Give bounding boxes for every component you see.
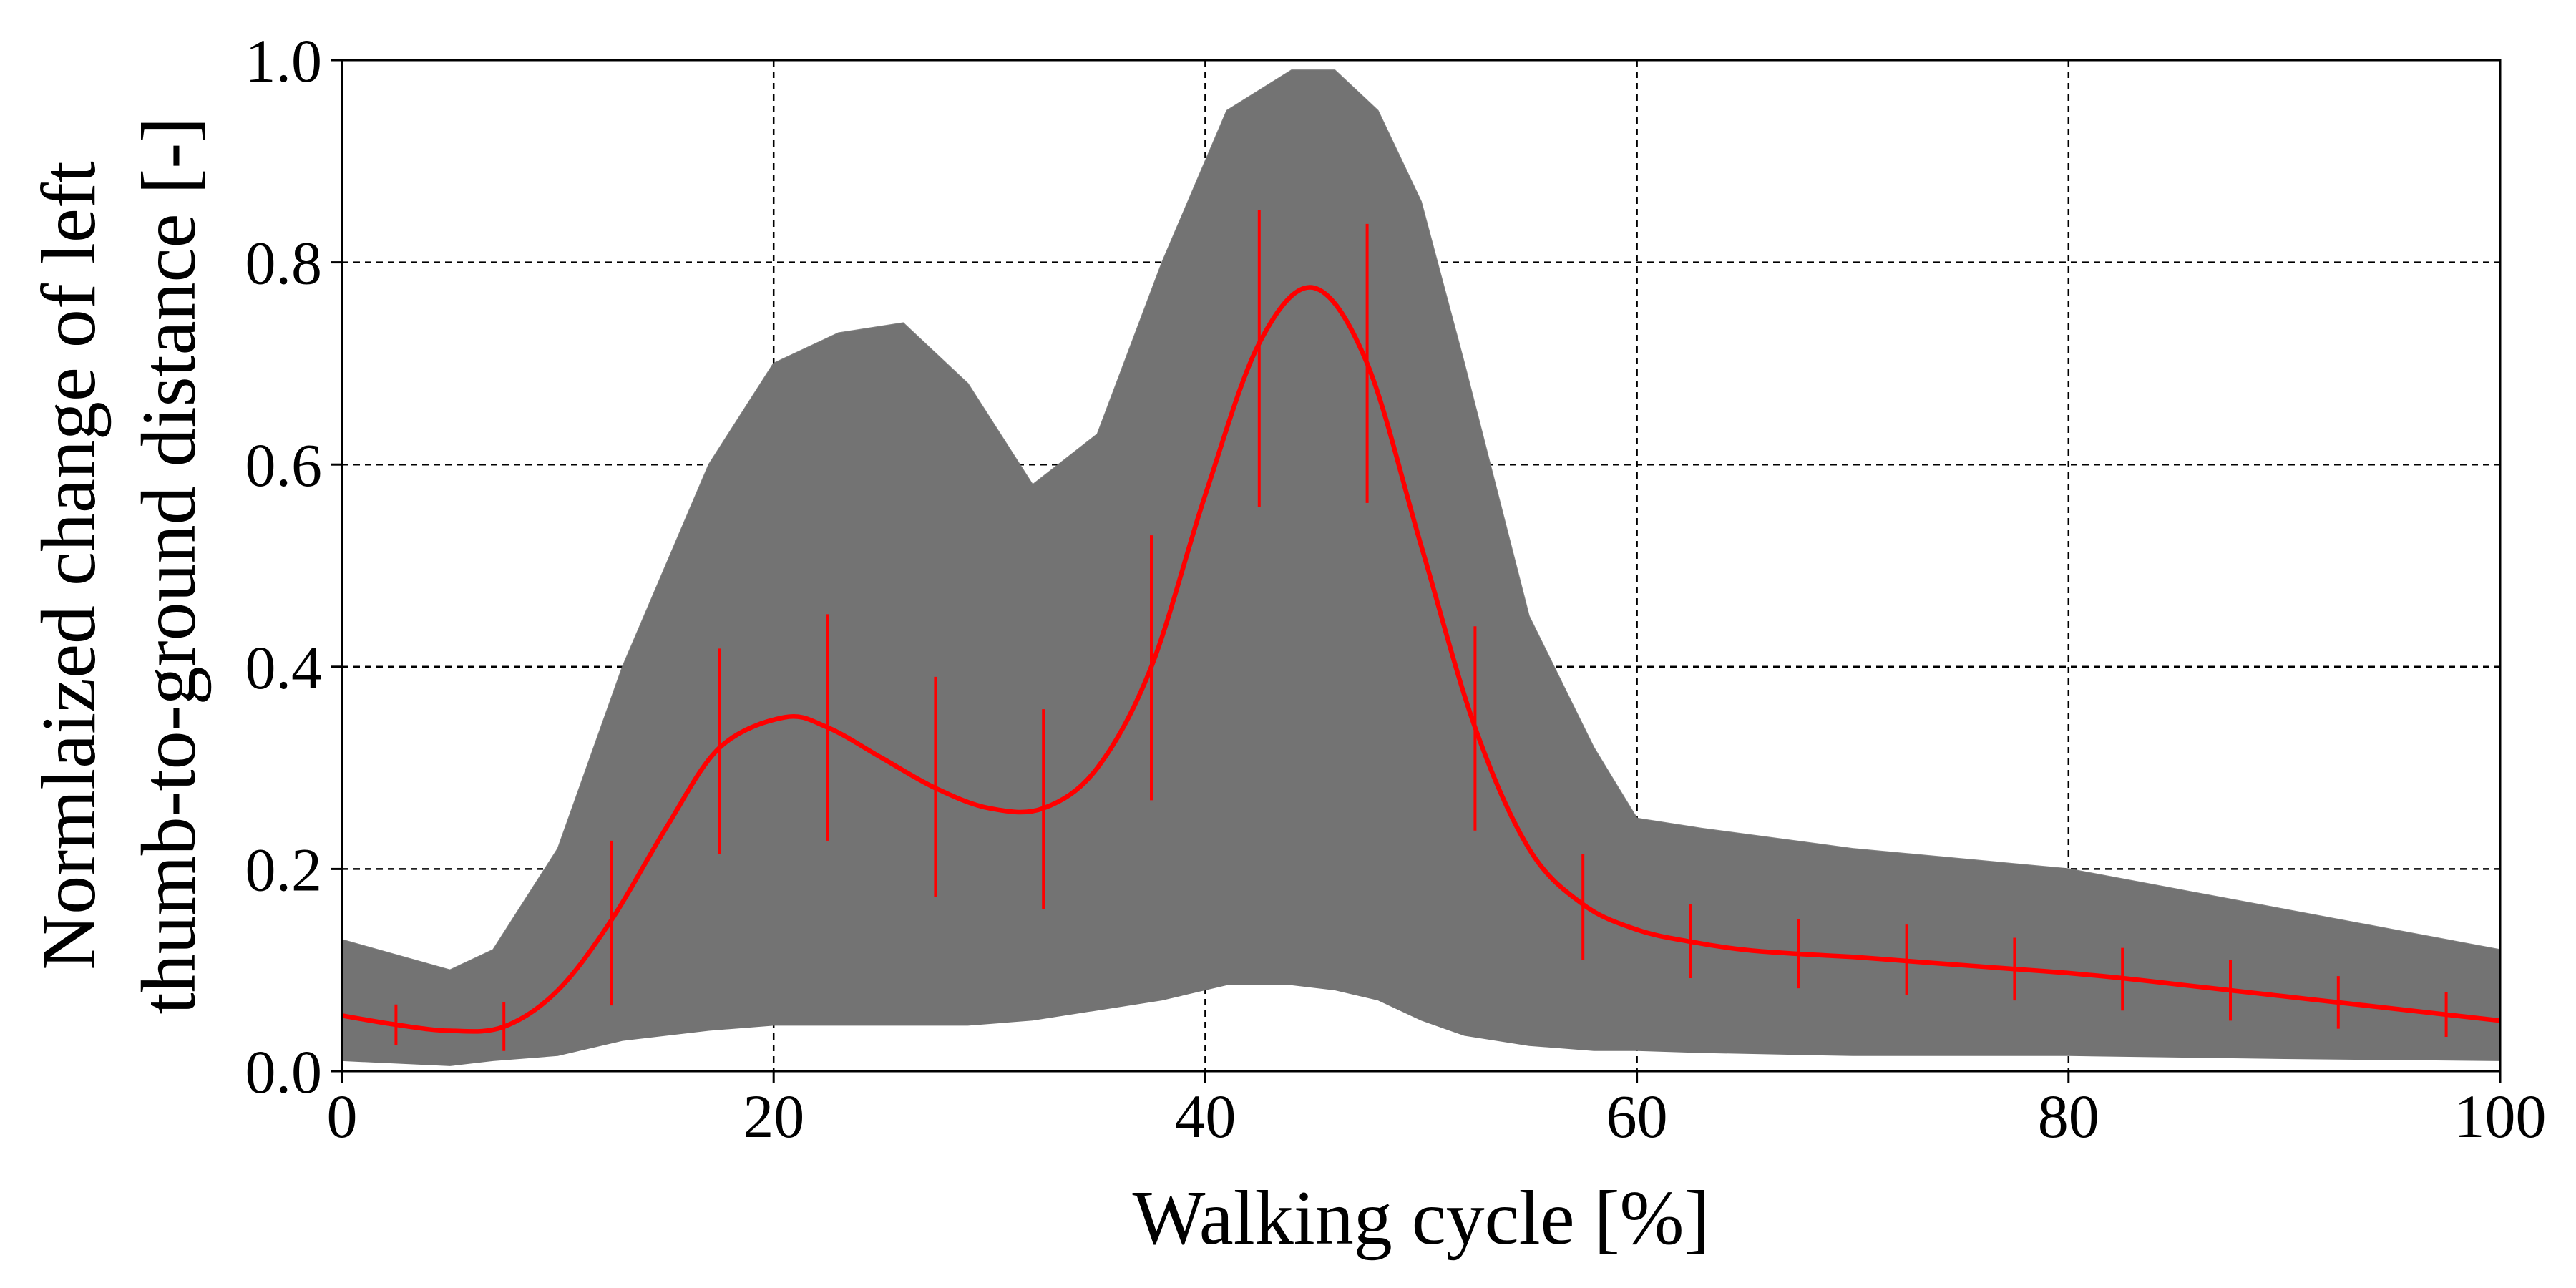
x-tick-label: 60 (1606, 1082, 1668, 1151)
x-tick-label: 100 (2454, 1082, 2547, 1151)
x-tick-label: 80 (2038, 1082, 2099, 1151)
x-tick-label: 0 (327, 1082, 358, 1151)
y-tick-label: 0.2 (245, 835, 323, 904)
y-axis-label-line-2: thumb-to-ground distance [-] (127, 117, 212, 1015)
y-tick-label: 0.8 (245, 229, 323, 298)
individual-trials-band (341, 69, 2501, 1066)
y-tick-label: 0.6 (245, 431, 323, 499)
y-tick-label: 1.0 (245, 26, 323, 95)
x-tick-label: 20 (743, 1082, 804, 1151)
y-axis: 0.0 0.2 0.4 0.6 0.8 1.0 (245, 26, 342, 1106)
mean-series (341, 285, 2501, 1034)
y-axis-label: Normlaized change of left thumb-to-groun… (26, 117, 212, 1015)
individual-trials-area (342, 70, 2500, 1066)
x-axis-label: Walking cycle [%] (1133, 1176, 1710, 1261)
y-tick-label: 0.4 (245, 633, 323, 702)
y-axis-label-line-1: Normlaized change of left (26, 161, 112, 970)
error-bars (394, 210, 2448, 1051)
x-axis: 0 20 40 60 80 100 (327, 1071, 2547, 1151)
x-tick-label: 40 (1174, 1082, 1236, 1151)
y-tick-label: 0.0 (245, 1038, 323, 1106)
axes-frame (341, 59, 2502, 1073)
individual-trials-upper-trace (341, 69, 2501, 971)
plot-frame (341, 59, 2502, 1073)
mean-line (341, 285, 2501, 1034)
